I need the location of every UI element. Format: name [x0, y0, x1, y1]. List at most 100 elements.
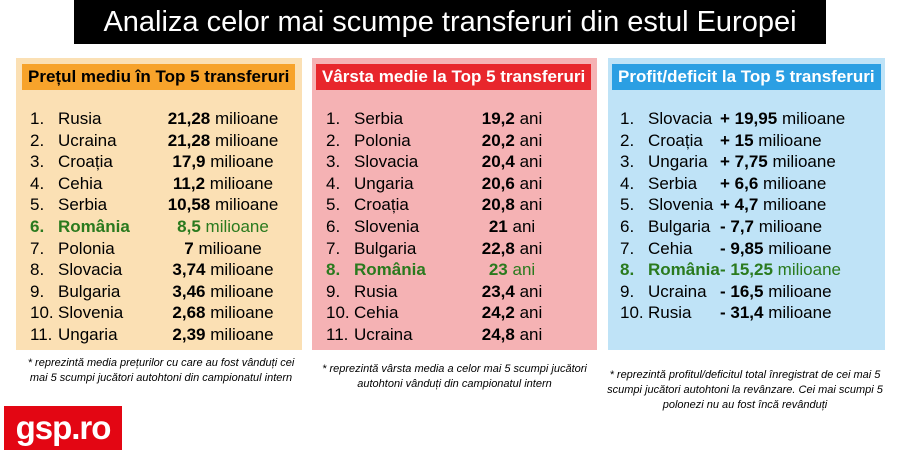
avg-price-panel: Prețul mediu în Top 5 transferuri 1. Rusi… — [16, 58, 302, 350]
rank-number: 2. — [30, 130, 45, 150]
value-unit: ani — [512, 217, 536, 236]
value-unit: ani — [519, 325, 543, 344]
value-cell: 2,68 milioane — [148, 302, 298, 323]
value-number: - 7,7 — [720, 217, 755, 236]
value-unit: milioane — [758, 217, 823, 236]
ranking-row: 3. Slovacia 20,4 ani — [312, 151, 597, 172]
rank-number: 9. — [620, 281, 635, 301]
ranking-row: 2. Croația + 15 milioane — [608, 130, 885, 151]
rank-number: 10. — [30, 303, 54, 323]
value-unit: milioane — [763, 173, 827, 193]
ranking-row: 9. Bulgaria 3,46 milioane — [16, 281, 302, 302]
value-unit: milioane — [781, 109, 846, 128]
value-unit: milioane — [210, 303, 274, 323]
ranking-row: 8. România - 15,25 milioane — [608, 259, 885, 280]
country-name: Polonia — [354, 130, 411, 150]
value-number: 21,28 — [167, 109, 211, 128]
value-number: - 15,25 — [720, 260, 773, 280]
profit-deficit-note: * reprezintă profitul/deficitul total în… — [607, 369, 883, 411]
country-name: România — [354, 260, 426, 280]
country-name: Bulgaria — [58, 281, 121, 301]
value-number: 3,74 — [172, 260, 206, 280]
ranking-row: 7. Bulgaria 22,8 ani — [312, 238, 597, 259]
ranking-row: 10. Slovenia 2,68 milioane — [16, 302, 302, 323]
country-name: Cehia — [354, 303, 399, 323]
value-unit: milioane — [768, 303, 832, 323]
ranking-row: 4. Serbia + 6,6 milioane — [608, 173, 885, 194]
ranking-row: 4. Cehia 11,2 milioane — [16, 173, 302, 194]
rank-number: 5. — [30, 195, 45, 215]
rank-number: 8. — [620, 260, 635, 280]
value-cell: - 9,85 milioane — [720, 238, 890, 259]
value-number: 21 — [488, 217, 508, 236]
value-number: 7 — [184, 238, 194, 258]
value-unit: ani — [519, 281, 543, 301]
value-unit: milioane — [209, 173, 274, 193]
country-name: Serbia — [58, 195, 108, 215]
country-name: Polonia — [58, 238, 115, 258]
rank-number: 10. — [620, 303, 644, 323]
profit-deficit-header: Profit/deficit la Top 5 transferuri — [612, 64, 881, 90]
value-cell: 20,8 ani — [472, 194, 552, 215]
value-cell: 3,46 milioane — [148, 281, 298, 302]
ranking-row: 6. Slovenia 21 ani — [312, 216, 597, 237]
country-name: Ucraina — [648, 281, 707, 301]
rank-number: 10. — [326, 303, 350, 323]
ranking-row: 5. Serbia 10,58 milioane — [16, 194, 302, 215]
value-unit: milioane — [210, 325, 274, 344]
value-cell: 10,58 milioane — [148, 194, 298, 215]
page-title: Analiza celor mai scumpe transferuri din… — [74, 0, 826, 44]
ranking-row: 4. Ungaria 20,6 ani — [312, 173, 597, 194]
rank-number: 11. — [326, 325, 349, 344]
rank-number: 5. — [620, 195, 635, 215]
avg-age-note: * reprezintă vârsta media a celor mai 5 … — [322, 363, 587, 390]
value-cell: 8,5 milioane — [148, 216, 298, 237]
value-unit: milioane — [768, 281, 832, 301]
avg-age-header: Vârsta medie la Top 5 transferuri — [316, 64, 592, 90]
country-name: Slovenia — [58, 303, 124, 323]
rank-number: 4. — [620, 173, 635, 193]
rank-number: 1. — [30, 109, 45, 128]
ranking-row: 10. Rusia - 31,4 milioane — [608, 302, 885, 323]
country-name: România — [648, 260, 720, 280]
rank-number: 3. — [620, 152, 635, 172]
value-cell: - 16,5 milioane — [720, 281, 890, 302]
country-name: Slovenia — [648, 195, 714, 215]
ranking-row: 7. Polonia 7 milioane — [16, 238, 302, 259]
value-unit: milioane — [763, 195, 827, 215]
country-name: Slovacia — [648, 109, 713, 128]
value-cell: 24,8 ani — [472, 324, 552, 345]
country-name: Ucraina — [354, 325, 413, 344]
value-cell: 23 ani — [472, 259, 552, 280]
value-unit: milioane — [210, 152, 274, 172]
value-cell: 21,28 milioane — [148, 130, 298, 151]
country-name: Rusia — [354, 281, 398, 301]
value-cell: 7 milioane — [148, 238, 298, 259]
value-number: 20,2 — [481, 130, 515, 150]
ranking-row: 8. Slovacia 3,74 milioane — [16, 259, 302, 280]
country-name: Bulgaria — [648, 217, 711, 236]
value-cell: + 19,95 milioane — [720, 108, 890, 129]
avg-price-note: * reprezintă media prețurilor cu care au… — [27, 357, 295, 384]
value-number: - 9,85 — [720, 238, 764, 258]
value-unit: milioane — [214, 130, 279, 150]
rank-number: 3. — [326, 152, 341, 172]
rank-number: 6. — [620, 217, 635, 236]
rank-number: 2. — [620, 130, 635, 150]
country-name: Ungaria — [648, 152, 708, 172]
value-cell: 20,6 ani — [472, 173, 552, 194]
rank-number: 2. — [326, 130, 341, 150]
country-name: Slovacia — [354, 152, 419, 172]
country-name: Rusia — [648, 303, 692, 323]
value-unit: ani — [512, 260, 536, 280]
value-unit: ani — [519, 303, 543, 323]
ranking-row: 7. Cehia - 9,85 milioane — [608, 238, 885, 259]
gsp-logo[interactable]: gsp.ro — [4, 406, 122, 450]
country-name: Serbia — [648, 173, 698, 193]
rank-number: 4. — [30, 173, 45, 193]
country-name: Bulgaria — [354, 238, 417, 258]
value-unit: milioane — [214, 195, 279, 215]
ranking-row: 11. Ungaria 2,39 milioane — [16, 324, 302, 345]
value-cell: 20,2 ani — [472, 130, 552, 151]
rank-number: 6. — [326, 217, 341, 236]
